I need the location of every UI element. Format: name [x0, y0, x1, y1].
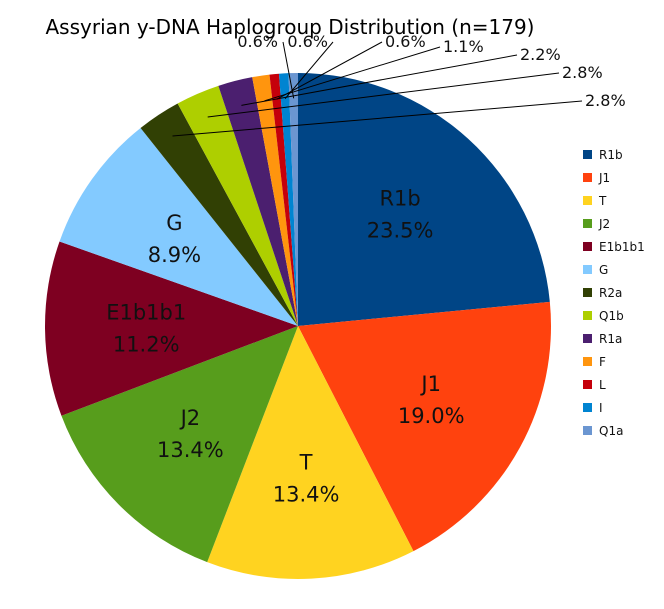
legend-label: J2 — [598, 217, 610, 231]
slice-labels: R1b 23.5% J1 19.0% T 13.4% J2 13.4% E1b1b1 11.2% G… — [106, 32, 625, 507]
legend-swatch — [583, 288, 592, 297]
leader-line — [241, 54, 518, 106]
slice-value-label: 0.6% — [287, 32, 328, 51]
slice-category-label: G — [166, 211, 182, 235]
slice-category-label: R1b — [379, 187, 420, 211]
pie-slice-g — [59, 127, 298, 326]
legend-label: G — [599, 263, 608, 277]
leader-line — [282, 41, 295, 99]
leader-line — [172, 100, 583, 137]
pie-slices — [44, 73, 551, 579]
pie-slice-l — [269, 73, 298, 326]
pie-slice-r1a — [218, 77, 298, 327]
legend-label: L — [599, 378, 606, 392]
legend-label: Q1b — [599, 309, 624, 323]
legend-swatch — [583, 426, 592, 435]
legend-label: R1a — [599, 332, 622, 346]
slice-value-label: 13.4% — [157, 438, 224, 462]
pie-slice-q1a — [288, 73, 298, 326]
slice-value-label: 23.5% — [367, 219, 434, 243]
legend-swatch — [583, 219, 592, 228]
slice-category-label: J1 — [419, 372, 441, 396]
pie-slice-e1b1b1 — [44, 241, 298, 416]
pie-slice-r2a — [140, 103, 298, 326]
legend-swatch — [583, 265, 592, 274]
legend-label: F — [599, 355, 606, 369]
pie-slice-i — [278, 73, 298, 327]
slice-category-label: J2 — [179, 406, 201, 430]
chart-title: Assyrian y-DNA Haplogroup Distribution (… — [45, 15, 534, 39]
legend-label: T — [598, 194, 607, 208]
slice-category-label: T — [299, 451, 313, 475]
legend-swatch — [583, 357, 592, 366]
legend-label: E1b1b1 — [599, 240, 645, 254]
legend-swatch — [583, 403, 592, 412]
slice-value-label: 2.8% — [562, 63, 603, 82]
legend-swatch — [583, 380, 592, 389]
slice-value-label: 0.6% — [385, 32, 426, 51]
legend-swatch — [583, 196, 592, 205]
slice-value-label: 2.2% — [520, 45, 561, 64]
slice-value-label: 1.1% — [443, 37, 484, 56]
pie-slice-q1b — [177, 85, 298, 326]
slice-value-label: 2.8% — [585, 91, 626, 110]
legend-label: I — [599, 401, 603, 415]
legend-label: Q1a — [599, 424, 623, 438]
legend-label: R2a — [599, 286, 622, 300]
legend-swatch — [583, 242, 592, 251]
legend-label: R1b — [599, 148, 623, 162]
slice-value-label: 11.2% — [113, 333, 180, 357]
slice-value-label: 19.0% — [398, 404, 465, 428]
legend: R1b J1 T J2 E1b1b1 G R2a Q1b R1a FLI Q1a — [583, 148, 645, 438]
slice-value-label: 13.4% — [273, 483, 340, 507]
slice-value-label: 8.9% — [148, 243, 201, 267]
pie-slice-t — [207, 326, 414, 579]
leader-line — [276, 41, 383, 100]
leader-lines — [172, 41, 583, 137]
pie-slice-r1b — [298, 73, 550, 326]
legend-label: J1 — [598, 171, 610, 185]
legend-swatch — [583, 150, 592, 159]
pie-slice-f — [252, 74, 298, 326]
slice-category-label: E1b1b1 — [106, 301, 186, 325]
slice-value-label: 0.6% — [237, 32, 278, 51]
leader-line — [207, 72, 560, 118]
leader-line — [264, 46, 441, 102]
pie-slice-j2 — [61, 326, 298, 563]
legend-swatch — [583, 311, 592, 320]
pie-slice-j1 — [298, 301, 551, 552]
legend-swatch — [583, 334, 592, 343]
leader-line — [284, 41, 334, 100]
legend-swatch — [583, 173, 592, 182]
